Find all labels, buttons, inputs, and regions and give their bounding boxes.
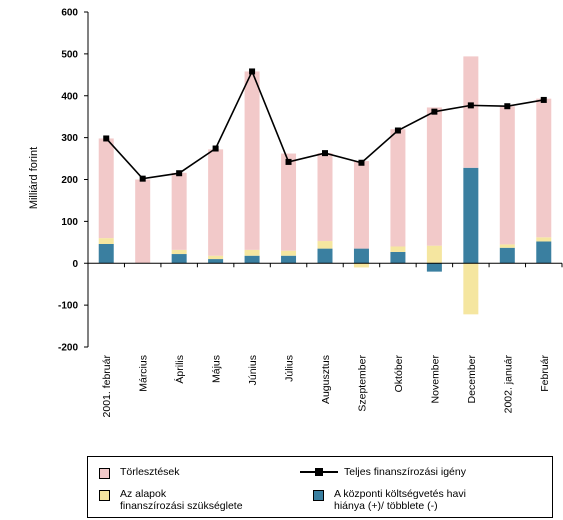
bar-alapok <box>208 255 224 260</box>
bar-alapok <box>281 250 297 256</box>
bar-koltsegvetes <box>463 167 479 264</box>
bar-torlesztesek <box>463 56 479 168</box>
x-tick-label: Március <box>138 355 150 392</box>
legend-label-teljes: Teljes finanszírozási igény <box>344 466 466 478</box>
y-tick-label: 100 <box>61 217 78 228</box>
bar-koltsegvetes <box>98 243 114 264</box>
bar-torlesztesek <box>208 149 224 256</box>
bar-alapok <box>463 263 479 315</box>
bar-alapok <box>499 244 515 248</box>
plot-area: 600 500 400 300 200 100 0 -100 -200 2001. február… <box>58 8 563 418</box>
legend-item-torlesztesek: Törlesztések <box>99 466 180 479</box>
bar-alapok <box>244 249 260 256</box>
bar-koltsegvetes <box>208 259 224 264</box>
line-marker <box>139 175 146 182</box>
bar-koltsegvetes <box>426 263 442 272</box>
line-marker <box>322 150 328 157</box>
bar-torlesztesek <box>98 138 114 239</box>
x-tick-label: Május <box>211 355 223 383</box>
line-marker <box>249 68 256 75</box>
y-axis-label: Milliárd forint <box>28 147 40 209</box>
line-marker <box>103 135 110 142</box>
x-tick-label: Szeptember <box>356 355 368 412</box>
legend-label-alapok-line1: Az alapok <box>120 488 167 500</box>
legend-swatch-koltsegvetes <box>313 490 324 501</box>
legend-item-teljes: Teljes finanszírozási igény <box>300 466 466 478</box>
bar-torlesztesek <box>135 179 151 264</box>
x-tick-label: Október <box>393 355 405 393</box>
y-tick-label: 200 <box>61 175 78 186</box>
bar-koltsegvetes <box>171 254 187 264</box>
x-tick-label: Augusztus <box>320 355 332 404</box>
y-tick-label: 400 <box>61 91 78 102</box>
bar-torlesztesek <box>281 153 297 251</box>
line-marker <box>394 127 401 134</box>
legend-swatch-alapok <box>99 490 110 501</box>
legend-swatch-torlesztesek <box>99 468 110 479</box>
y-tick-label: -200 <box>58 343 78 354</box>
y-tick-label: 0 <box>72 259 78 270</box>
bar-torlesztesek <box>244 71 260 250</box>
line-marker <box>467 102 474 109</box>
x-tick-label: December <box>466 354 478 403</box>
line-marker <box>540 96 547 103</box>
x-tick-label: 2002. január <box>502 355 514 414</box>
bar-koltsegvetes <box>390 251 406 264</box>
bar-koltsegvetes <box>244 255 260 264</box>
x-tick-label: Június <box>247 355 259 385</box>
bar-torlesztesek <box>390 129 406 247</box>
legend-item-koltsegvetes: A központi költségvetés havi hiánya (+)/… <box>313 488 466 512</box>
bar-alapok <box>171 249 187 255</box>
x-tick-label: Április <box>173 355 186 384</box>
bar-alapok <box>317 241 333 249</box>
line-marker <box>176 170 183 177</box>
x-tick-label: November <box>429 354 441 403</box>
bar-alapok <box>536 237 552 242</box>
legend-label-koltsegvetes-line2: hiánya (+)/ többlete (-) <box>334 500 438 512</box>
line-marker <box>431 108 438 115</box>
bar-alapok <box>390 246 406 252</box>
bar-koltsegvetes <box>317 248 333 264</box>
y-tick-label: 600 <box>61 8 78 19</box>
line-marker <box>285 158 292 165</box>
y-tick-label: -100 <box>58 301 78 312</box>
line-marker <box>212 145 219 152</box>
bar-alapok <box>353 263 369 268</box>
bar-torlesztesek <box>353 161 369 249</box>
bar-torlesztesek <box>426 107 442 246</box>
bar-torlesztesek <box>171 172 187 250</box>
bar-koltsegvetes <box>353 248 369 264</box>
bar-koltsegvetes <box>536 241 552 264</box>
legend-swatch-teljes <box>300 466 338 477</box>
bar-torlesztesek <box>317 153 333 242</box>
x-tick-label: Július <box>284 355 296 382</box>
legend-label-alapok-line2: finanszírozási szükséglete <box>120 500 243 512</box>
y-tick-label: 300 <box>61 133 78 144</box>
bar-torlesztesek <box>536 98 552 238</box>
x-tick-label: 2001. február <box>101 355 113 418</box>
line-marker <box>358 159 365 166</box>
line-marker <box>504 103 511 110</box>
legend-label-torlesztesek: Törlesztések <box>120 466 180 478</box>
legend: Törlesztések Az alapok finanszírozási sz… <box>87 456 553 518</box>
bar-torlesztesek <box>499 106 515 245</box>
bar-alapok <box>98 238 114 244</box>
legend-item-alapok: Az alapok finanszírozási szükséglete <box>99 488 243 512</box>
bar-alapok <box>426 245 442 264</box>
x-tick-label: Február <box>539 354 551 391</box>
bar-koltsegvetes <box>281 255 297 264</box>
bar-koltsegvetes <box>499 247 515 264</box>
y-tick-label: 500 <box>61 49 78 60</box>
legend-label-koltsegvetes-line1: A központi költségvetés havi <box>334 488 466 500</box>
chart: 600 500 400 300 200 100 0 -100 -200 2001. február… <box>28 8 563 418</box>
